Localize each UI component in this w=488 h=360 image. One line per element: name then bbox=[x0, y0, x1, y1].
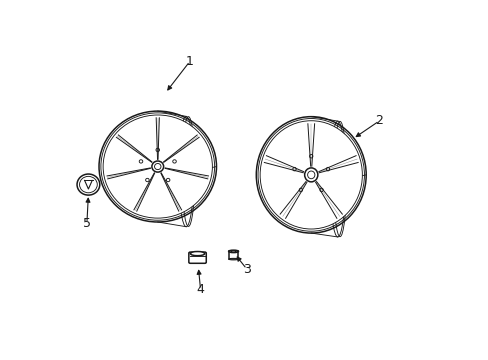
Ellipse shape bbox=[260, 121, 362, 229]
Bar bbox=[228, 251, 238, 259]
Ellipse shape bbox=[190, 252, 204, 256]
Text: 5: 5 bbox=[83, 217, 91, 230]
Text: 3: 3 bbox=[243, 262, 250, 276]
Ellipse shape bbox=[228, 250, 238, 253]
FancyBboxPatch shape bbox=[188, 252, 206, 263]
Text: 2: 2 bbox=[375, 114, 383, 127]
Text: 4: 4 bbox=[196, 283, 204, 296]
Ellipse shape bbox=[103, 115, 212, 218]
Text: 1: 1 bbox=[185, 55, 194, 68]
